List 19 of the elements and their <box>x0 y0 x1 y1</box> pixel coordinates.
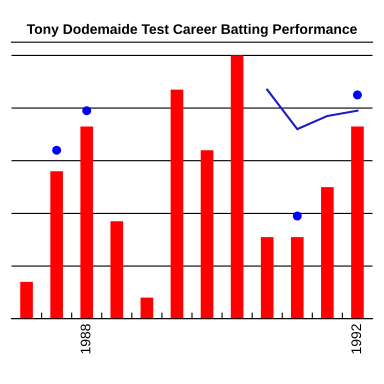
point <box>292 212 302 221</box>
bar <box>140 298 154 319</box>
bar <box>110 221 124 319</box>
bar <box>230 55 244 319</box>
bar <box>290 237 304 319</box>
bar <box>321 187 334 319</box>
bar <box>170 90 184 319</box>
x-tick-label: 1988 <box>80 324 90 354</box>
chart-title: Tony Dodemaide Test Career Batting Performance <box>26 24 357 37</box>
bar <box>20 282 33 319</box>
point <box>52 146 62 155</box>
bar <box>260 237 274 319</box>
bar <box>80 126 94 319</box>
bar <box>200 150 214 319</box>
x-tick-label: 1992 <box>351 324 362 354</box>
bar <box>351 126 364 319</box>
point <box>82 106 92 116</box>
bar <box>50 171 63 319</box>
point <box>352 90 362 100</box>
